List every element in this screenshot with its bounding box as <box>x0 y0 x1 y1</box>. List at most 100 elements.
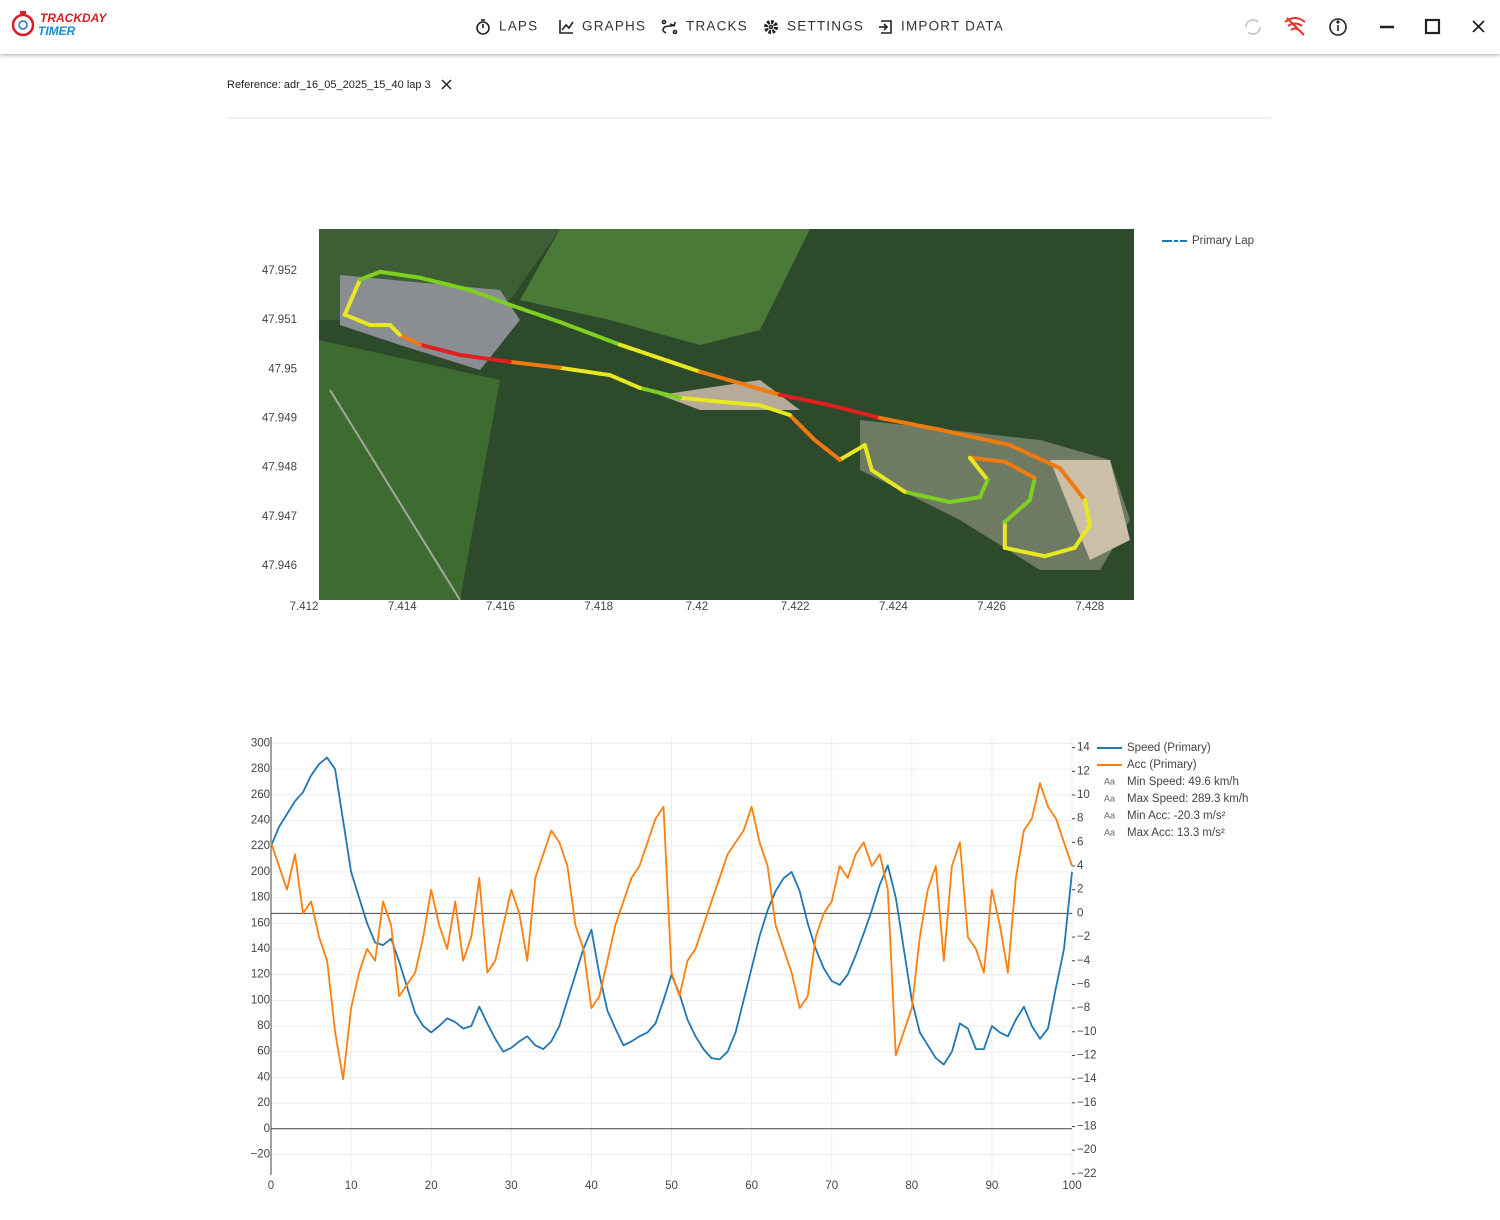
nav-item[interactable]: TRACKS <box>686 19 748 34</box>
track-segment <box>557 365 612 378</box>
graphs-icon <box>559 20 574 34</box>
legend-label[interactable]: Speed (Primary) <box>1127 742 1211 754</box>
track-segment <box>357 269 383 282</box>
y2-tick-label: −4 <box>1077 955 1091 967</box>
settings-icon <box>764 20 778 34</box>
wifi-off-icon[interactable] <box>1284 17 1306 36</box>
nav-item[interactable]: LAPS <box>499 19 538 34</box>
track-segment <box>812 438 842 462</box>
x-tick-label: 7.416 <box>486 601 515 613</box>
x-tick-label: 20 <box>425 1180 438 1192</box>
legend-label[interactable]: Acc (Primary) <box>1127 759 1197 771</box>
track-segment <box>507 302 562 324</box>
logo[interactable]: TRACKDAY TIMER <box>11 11 107 38</box>
track-segment <box>387 322 402 337</box>
x-tick-label: 100 <box>1062 1180 1081 1192</box>
track-segment <box>507 359 562 370</box>
y-tick-label: −20 <box>250 1148 270 1160</box>
y2-tick-label: 14 <box>1077 742 1090 754</box>
y2-tick-label: 2 <box>1077 884 1083 896</box>
x-tick-label: 7.422 <box>781 601 810 613</box>
track-segment <box>837 443 867 462</box>
y-tick-label: 47.951 <box>262 314 297 326</box>
track-segment <box>878 415 943 432</box>
track-segment <box>967 455 990 482</box>
logo-text: TRACKDAY <box>40 11 107 25</box>
legend-label[interactable]: Primary Lap <box>1192 235 1254 247</box>
track-segment <box>342 277 362 317</box>
y-tick-label: 47.95 <box>268 363 297 375</box>
y-tick-label: 47.952 <box>262 265 297 277</box>
x-tick-label: 7.412 <box>290 601 319 613</box>
track-segment <box>458 352 512 364</box>
close-button[interactable] <box>1472 20 1485 33</box>
y2-tick-label: −2 <box>1077 931 1090 943</box>
track-segment <box>902 489 952 505</box>
annotation: Max Acc: 13.3 m/s² <box>1127 827 1225 839</box>
y2-tick-label: −18 <box>1077 1120 1097 1132</box>
annotation: Min Acc: -20.3 m/s² <box>1127 810 1226 822</box>
y2-tick-label: −10 <box>1077 1026 1097 1038</box>
track-segment <box>1002 459 1037 480</box>
track-segment <box>697 369 782 397</box>
nav-item[interactable]: GRAPHS <box>582 19 646 34</box>
y2-tick-label: 12 <box>1077 765 1090 777</box>
track-segment <box>938 427 1012 448</box>
y-tick-label: 140 <box>251 943 270 955</box>
track-segment <box>417 342 463 357</box>
y-tick-label: 120 <box>251 969 270 981</box>
x-tick-label: 60 <box>745 1180 758 1192</box>
track-segment <box>977 477 990 500</box>
logo-text: TIMER <box>38 24 76 38</box>
y-tick-label: 0 <box>264 1123 270 1135</box>
x-tick-label: 70 <box>825 1180 838 1192</box>
laps-icon <box>476 19 490 35</box>
y2-tick-label: −20 <box>1077 1144 1097 1156</box>
x-tick-label: 40 <box>585 1180 598 1192</box>
y2-tick-label: 4 <box>1077 860 1084 872</box>
track-segment <box>1027 475 1037 503</box>
track-segment <box>342 312 372 327</box>
y-tick-label: 200 <box>251 866 270 878</box>
y-tick-label: 300 <box>251 737 270 749</box>
track-segment <box>1072 523 1092 550</box>
x-tick-label: 10 <box>345 1180 358 1192</box>
x-tick-label: 7.424 <box>879 601 908 613</box>
x-tick-label: 7.42 <box>686 601 708 613</box>
import-icon <box>879 20 892 34</box>
track-segment <box>637 385 682 400</box>
maximize-button[interactable] <box>1424 18 1441 35</box>
y-tick-label: 160 <box>251 917 270 929</box>
nav-item[interactable]: SETTINGS <box>787 19 864 34</box>
y2-tick-label: −6 <box>1077 978 1090 990</box>
legend-icon: Aa <box>1104 776 1115 786</box>
y2-tick-label: 0 <box>1077 907 1083 919</box>
track-segment <box>717 399 762 408</box>
clear-reference[interactable] <box>441 79 452 90</box>
y-tick-label: 80 <box>257 1020 270 1032</box>
x-tick-label: 7.428 <box>1075 601 1104 613</box>
x-tick-label: 7.426 <box>977 601 1006 613</box>
y-tick-label: 180 <box>251 892 270 904</box>
x-tick-label: 7.418 <box>584 601 613 613</box>
y2-tick-label: 6 <box>1077 836 1083 848</box>
legend-icon: Aa <box>1104 810 1115 820</box>
track-segment <box>1002 498 1032 524</box>
annotation: Min Speed: 49.6 km/h <box>1127 776 1239 788</box>
y-tick-label: 47.946 <box>262 560 297 572</box>
y2-tick-label: −8 <box>1077 1002 1090 1014</box>
x-tick-label: 80 <box>905 1180 918 1192</box>
x-tick-label: 7.414 <box>388 601 417 613</box>
track-segment <box>947 495 982 505</box>
info-icon[interactable] <box>1329 18 1347 36</box>
x-tick-label: 0 <box>268 1180 274 1192</box>
track-segment <box>417 275 472 293</box>
annotation: Max Speed: 289.3 km/h <box>1127 793 1248 805</box>
y-tick-label: 40 <box>257 1071 270 1083</box>
track-segment <box>967 455 1007 464</box>
nav-item[interactable]: IMPORT DATA <box>901 19 1004 34</box>
legend-icon: Aa <box>1104 827 1115 837</box>
sync-icon[interactable] <box>1245 19 1261 35</box>
